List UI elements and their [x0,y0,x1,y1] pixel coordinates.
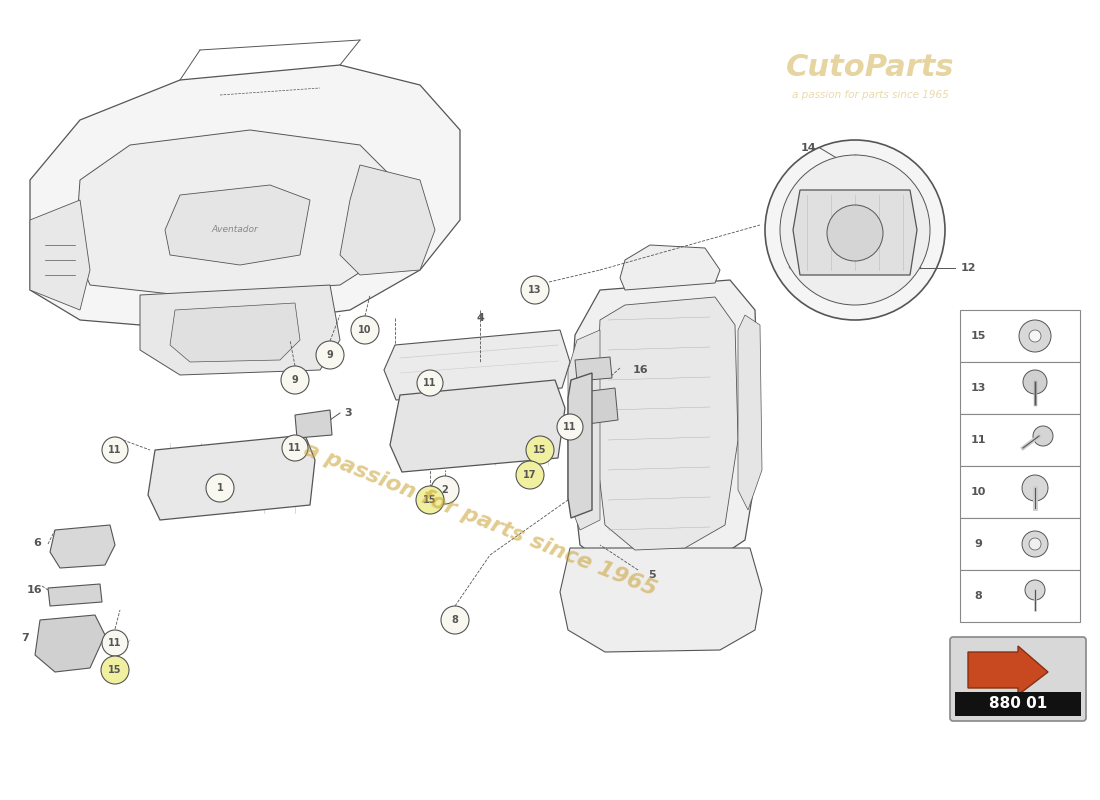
Circle shape [1033,426,1053,446]
Polygon shape [575,388,618,425]
Circle shape [102,630,128,656]
Circle shape [516,461,544,489]
Circle shape [764,140,945,320]
Polygon shape [568,330,600,530]
Text: 9: 9 [327,350,333,360]
Text: 2: 2 [441,485,449,495]
Circle shape [1025,580,1045,600]
Bar [960,466,1080,518]
Text: 3: 3 [344,408,352,418]
Polygon shape [568,280,760,575]
Circle shape [1022,475,1048,501]
Circle shape [101,656,129,684]
Text: 16: 16 [632,365,648,375]
Bar [960,362,1080,414]
Bar [960,518,1080,570]
Polygon shape [295,410,332,438]
Circle shape [521,276,549,304]
Bar [955,692,1081,716]
Polygon shape [170,303,300,362]
Text: 15: 15 [970,331,986,341]
Text: 11: 11 [288,443,301,453]
Text: 5: 5 [648,570,656,580]
Text: a passion for parts since 1965: a passion for parts since 1965 [300,440,659,600]
Text: 11: 11 [108,445,122,455]
Text: 10: 10 [359,325,372,335]
Circle shape [1022,531,1048,557]
Polygon shape [560,548,762,652]
Circle shape [280,366,309,394]
Polygon shape [390,380,565,472]
Text: 11: 11 [970,435,986,445]
Polygon shape [968,646,1048,695]
Text: 11: 11 [424,378,437,388]
Text: 13: 13 [528,285,541,295]
Polygon shape [165,185,310,265]
Polygon shape [148,435,315,520]
Polygon shape [568,373,592,518]
Circle shape [417,370,443,396]
Text: 13: 13 [970,383,986,393]
Text: 11: 11 [108,638,122,648]
Circle shape [316,341,344,369]
Polygon shape [35,615,104,672]
Circle shape [351,316,380,344]
Text: 1: 1 [217,483,223,493]
Circle shape [282,435,308,461]
FancyBboxPatch shape [950,637,1086,721]
Text: 4: 4 [476,313,484,323]
Circle shape [416,486,444,514]
Circle shape [557,414,583,440]
Polygon shape [30,65,460,330]
Text: 12: 12 [960,263,976,273]
Text: 880 01: 880 01 [989,697,1047,711]
Polygon shape [384,330,570,400]
Text: 17: 17 [524,470,537,480]
Text: 9: 9 [292,375,298,385]
Text: a passion for parts since 1965: a passion for parts since 1965 [792,90,948,100]
Text: 11: 11 [563,422,576,432]
Text: 15: 15 [424,495,437,505]
Circle shape [526,436,554,464]
Text: 7: 7 [21,633,29,643]
Polygon shape [793,190,917,275]
Circle shape [1028,538,1041,550]
Polygon shape [595,297,738,550]
Text: 6: 6 [33,538,41,548]
Polygon shape [140,285,340,375]
Polygon shape [75,130,400,295]
Text: 8: 8 [452,615,459,625]
Text: 16: 16 [28,585,43,595]
Bar [960,570,1080,622]
Circle shape [780,155,930,305]
Circle shape [1019,320,1050,352]
Polygon shape [738,315,762,510]
Circle shape [102,437,128,463]
Circle shape [431,476,459,504]
Bar [960,414,1080,466]
Text: 8: 8 [975,591,982,601]
Polygon shape [340,165,434,275]
Polygon shape [620,245,721,290]
Text: CutoParts: CutoParts [785,54,955,82]
Circle shape [1028,330,1041,342]
Circle shape [1023,370,1047,394]
Text: 15: 15 [534,445,547,455]
Circle shape [827,205,883,261]
Text: 10: 10 [970,487,986,497]
Polygon shape [575,357,612,381]
Text: 14: 14 [800,143,816,153]
Polygon shape [48,584,102,606]
Circle shape [441,606,469,634]
Circle shape [206,474,234,502]
Bar [960,310,1080,362]
Text: Aventador: Aventador [211,226,258,234]
Polygon shape [50,525,116,568]
Text: 9: 9 [975,539,982,549]
Polygon shape [30,200,90,310]
Text: 15: 15 [108,665,122,675]
